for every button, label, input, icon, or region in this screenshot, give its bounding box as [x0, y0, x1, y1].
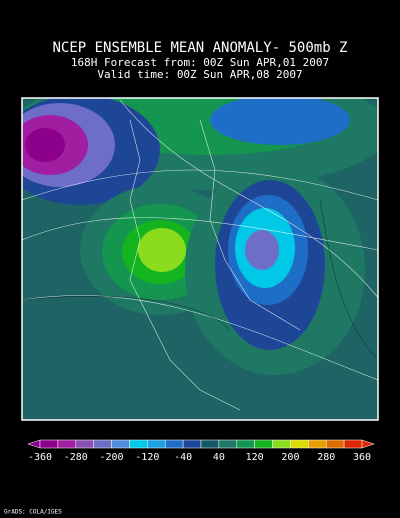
title: NCEP ENSEMBLE MEAN ANOMALY- 500mb Z: [52, 40, 347, 56]
colorbar-box: [164, 439, 184, 449]
colorbar-label: 120: [246, 452, 264, 463]
colorbar-label: -120: [135, 452, 159, 463]
colorbar-box: [111, 439, 130, 449]
colorbar-box: [254, 439, 273, 449]
credit: GrADS: COLA/IGES: [4, 509, 62, 516]
colorbar-box: [200, 439, 220, 449]
colorbar-label: -200: [100, 452, 124, 463]
valid-time: Valid time: 00Z Sun APR,08 2007: [97, 68, 302, 81]
colorbar-end: [361, 439, 375, 449]
colorbar-box: [182, 439, 202, 449]
map: [21, 97, 379, 421]
colorbar-box: [218, 439, 238, 449]
colorbar-box: [308, 439, 327, 449]
forecast-time: 168H Forecast from: 00Z Sun APR,01 2007: [71, 56, 329, 69]
colorbar-box: [290, 439, 309, 449]
colorbar-box: [75, 439, 94, 449]
colorbar-label: 280: [317, 452, 335, 463]
colorbar-box: [147, 439, 166, 449]
colorbar: -360 -280 -200 -120 -40 40 120 200 280 360: [27, 439, 375, 463]
colorbar-box: [272, 439, 291, 449]
colorbar-box: [57, 439, 77, 449]
colorbar-box: [129, 439, 148, 449]
colorbar-box: [93, 439, 112, 449]
colorbar-box: [343, 439, 363, 449]
colorbar-label: -360: [28, 452, 52, 463]
colorbar-label: 200: [281, 452, 299, 463]
colorbar-label: 360: [353, 452, 371, 463]
colorbar-label: -40: [174, 452, 192, 463]
colorbar-box: [325, 439, 345, 449]
colorbar-label: 40: [213, 452, 225, 463]
colorbar-box: [236, 439, 255, 449]
colorbar-label: -280: [64, 452, 88, 463]
colorbar-box: [39, 439, 59, 449]
